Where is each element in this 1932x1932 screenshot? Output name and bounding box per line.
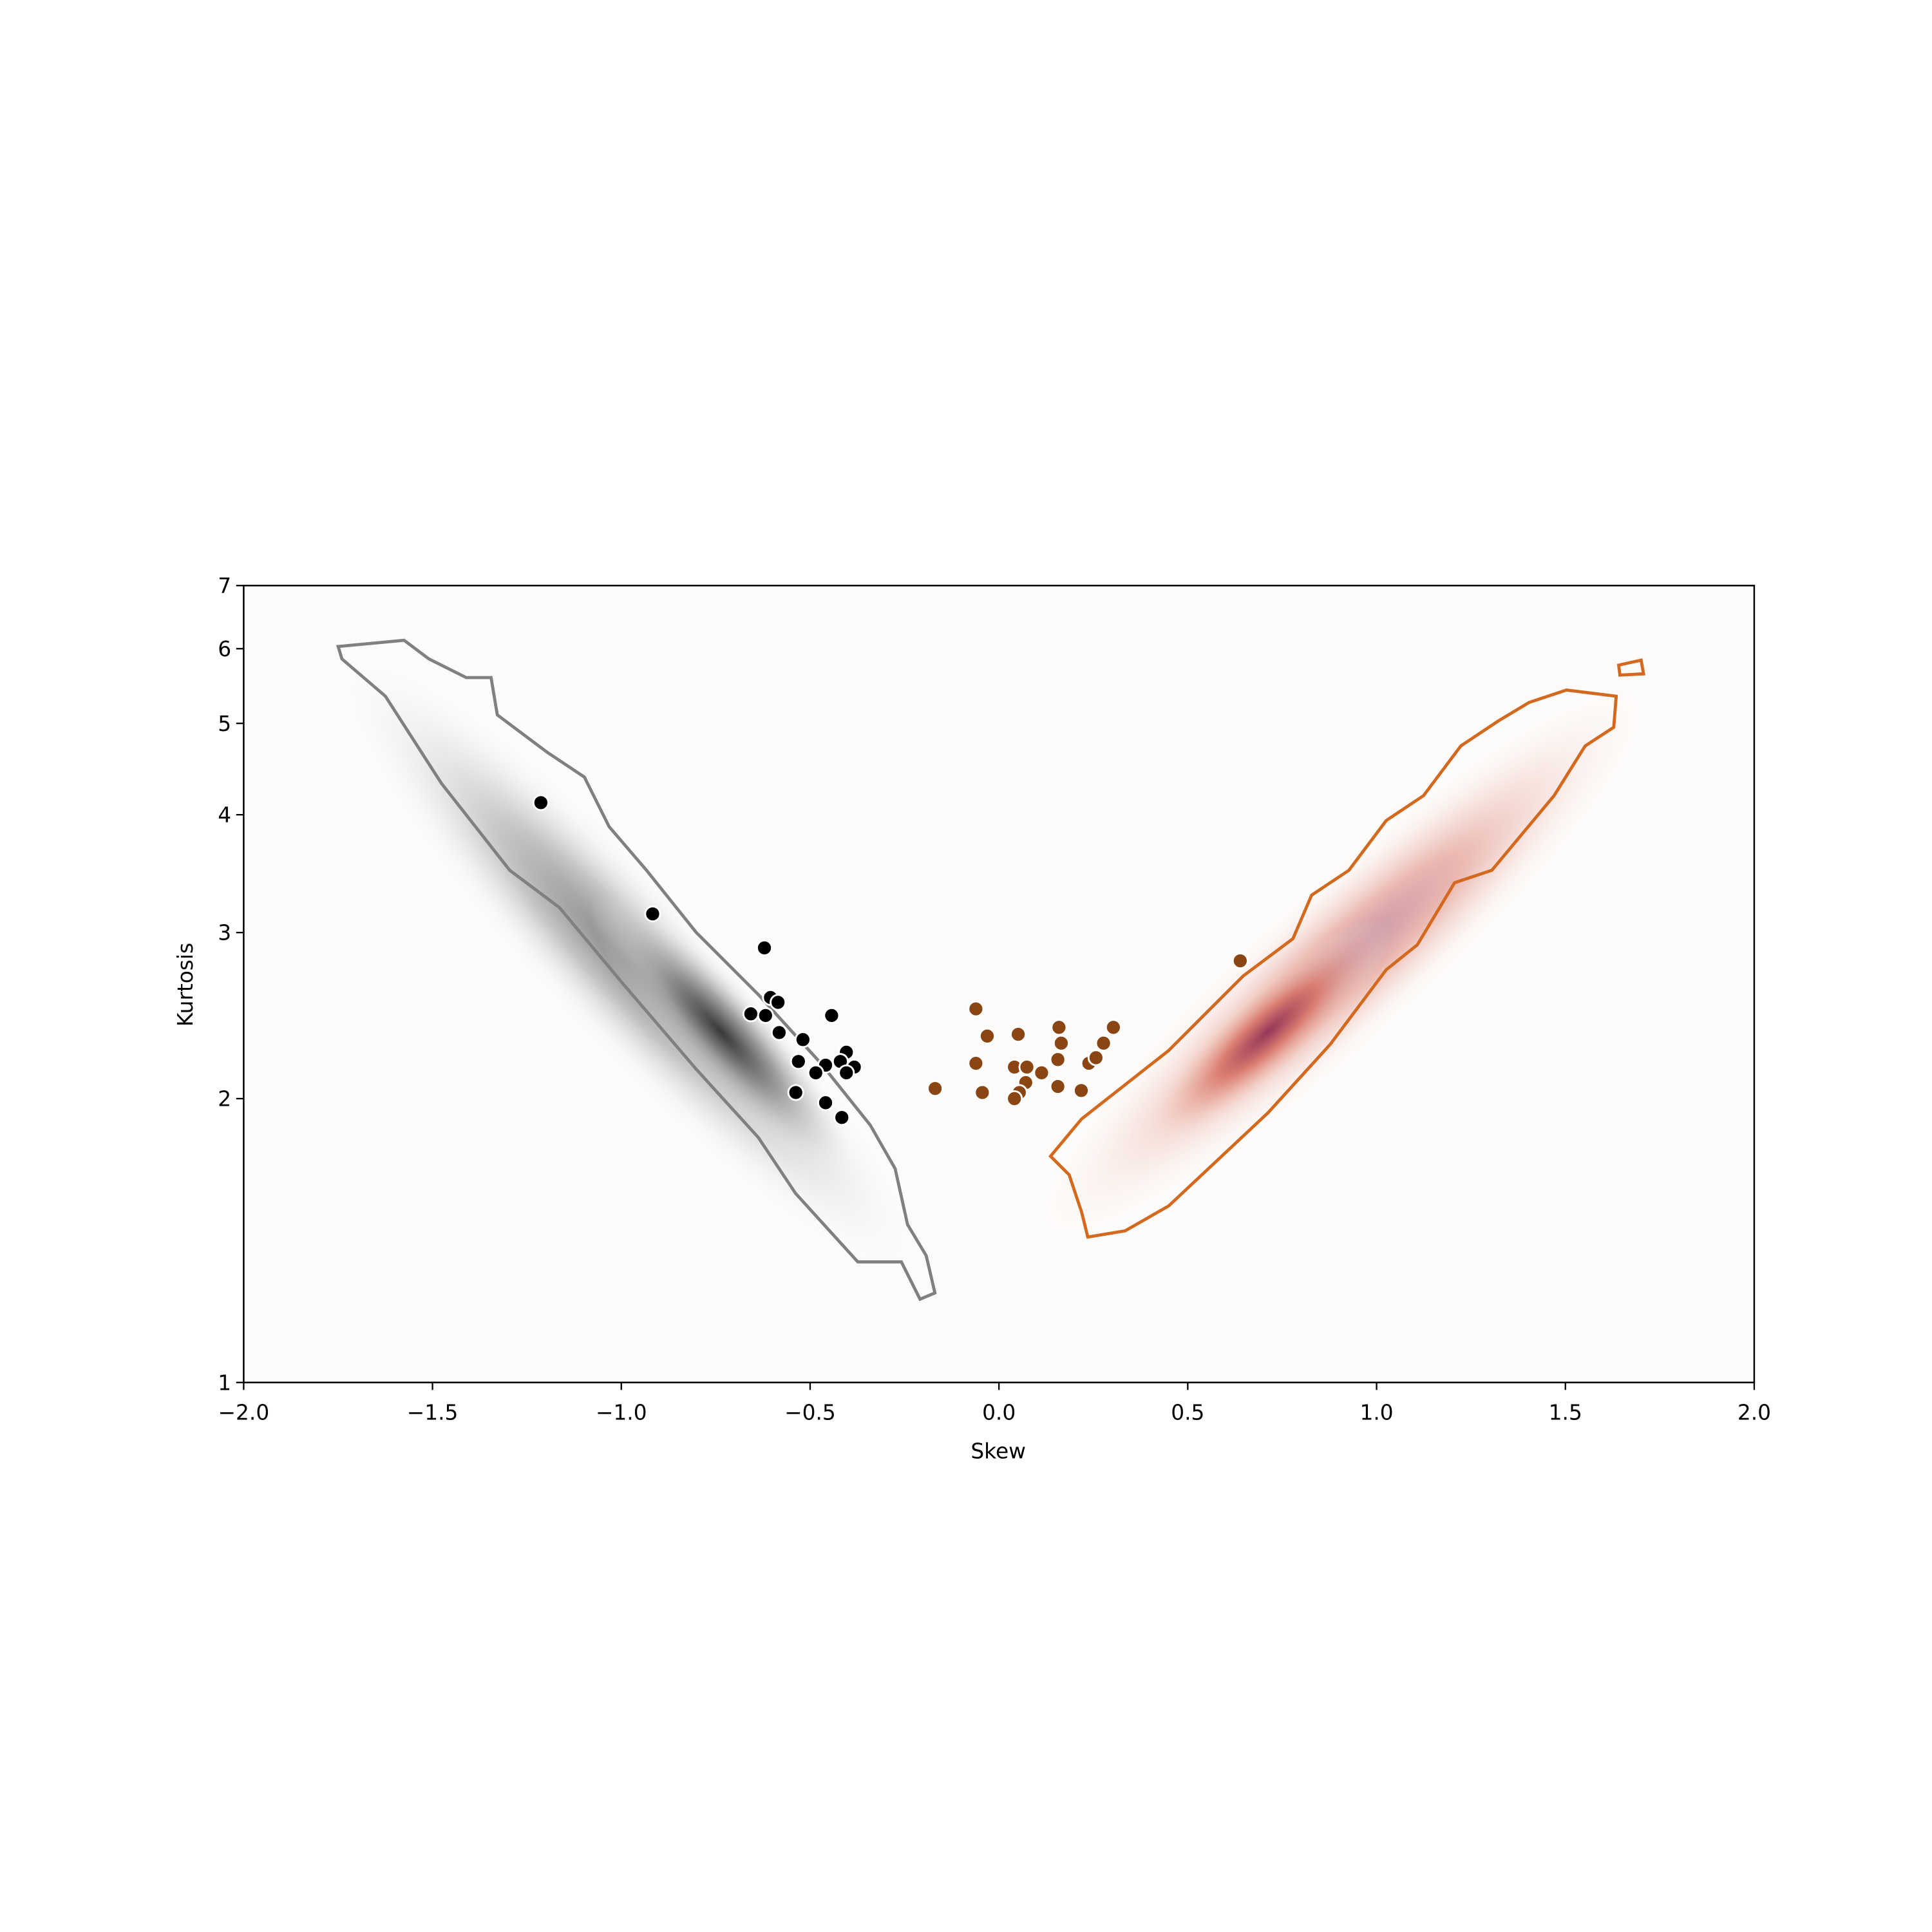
x-axis-label: Skew <box>971 1439 1026 1463</box>
x-tick-label: 1.5 <box>1549 1401 1582 1425</box>
scatter-point <box>823 1007 840 1024</box>
scatter-point <box>927 1080 944 1097</box>
scatter-point <box>1052 1034 1070 1052</box>
marks <box>532 794 1249 1126</box>
scatter-point <box>644 905 661 923</box>
y-tick-label: 3 <box>218 921 231 945</box>
scatter-point <box>1072 1082 1090 1099</box>
scatter-point <box>1231 952 1249 969</box>
scatter-point <box>755 939 773 956</box>
y-axis-label: Kurtosis <box>173 943 198 1027</box>
y-tick-label: 6 <box>218 637 231 661</box>
x-tick-label: 1.0 <box>1359 1401 1393 1425</box>
scatter-point <box>807 1064 824 1081</box>
scatter-point <box>1049 1051 1066 1068</box>
scatter-point <box>978 1027 996 1045</box>
x-tick-label: 2.0 <box>1738 1401 1771 1425</box>
x-tick-label: −2.0 <box>218 1401 270 1425</box>
y-tick-label: 4 <box>218 803 231 828</box>
scatter-point <box>1050 1019 1068 1036</box>
scatter-point <box>967 1000 985 1018</box>
y-tick-label: 5 <box>218 712 231 736</box>
x-tick-label: −0.5 <box>784 1401 836 1425</box>
scatter-point <box>770 1024 788 1041</box>
x-tick-label: −1.0 <box>596 1401 647 1425</box>
scatter-point <box>1033 1064 1050 1081</box>
orange-contour <box>1048 688 1618 1239</box>
gray-contour <box>336 638 937 1302</box>
scatter-point <box>742 1005 759 1023</box>
scatter-point <box>1095 1034 1112 1052</box>
scatter-point <box>770 994 787 1011</box>
scatter-point <box>794 1031 811 1048</box>
gray-density-core <box>589 891 853 1172</box>
density-shading <box>342 659 1643 1269</box>
orange-contour <box>1616 658 1645 677</box>
scatter-point <box>1010 1026 1027 1043</box>
x-tick-label: −1.5 <box>407 1401 459 1425</box>
scatter-point <box>790 1053 807 1070</box>
scatter-point <box>787 1084 804 1101</box>
scatter-point <box>1087 1049 1104 1066</box>
scatter-point <box>1049 1078 1066 1095</box>
scatter-point <box>1006 1090 1023 1107</box>
scatter-point <box>757 1007 774 1024</box>
scatter-point <box>833 1109 851 1126</box>
scatter-point <box>838 1064 855 1081</box>
scatter-point <box>532 794 549 811</box>
scatter-point <box>817 1094 835 1112</box>
x-tick-label: 0.5 <box>1171 1401 1204 1425</box>
orange-density-core <box>1144 919 1392 1145</box>
scatter-point <box>1104 1019 1122 1036</box>
scatter-point <box>967 1055 985 1072</box>
y-tick-label: 1 <box>218 1370 231 1395</box>
y-tick-label: 2 <box>218 1087 231 1112</box>
scatter-point <box>974 1084 991 1101</box>
x-tick-label: 0.0 <box>982 1401 1016 1425</box>
scatter-point <box>1018 1058 1036 1076</box>
y-tick-label: 7 <box>218 574 231 598</box>
